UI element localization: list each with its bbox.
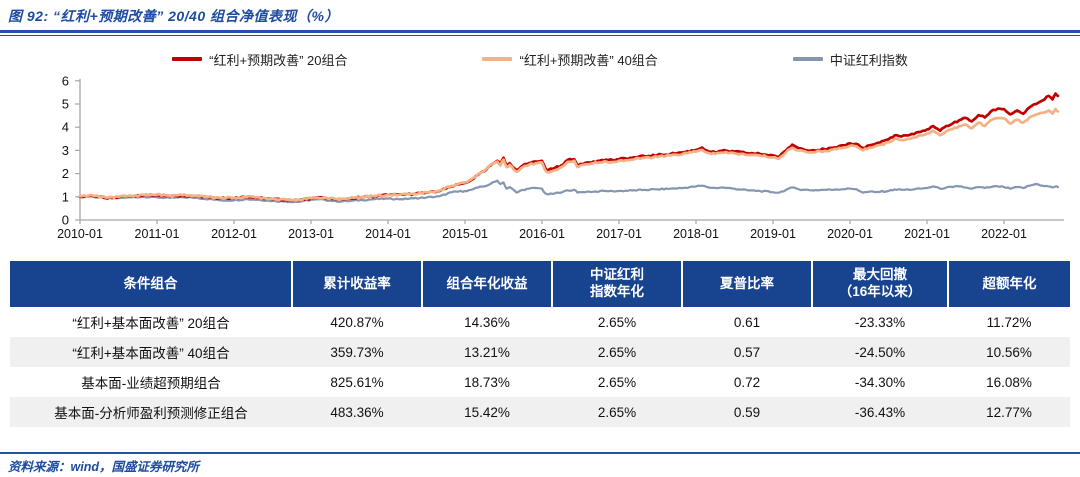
x-tick-label: 2011-01 bbox=[135, 227, 180, 241]
metric-value-cell: 12.77% bbox=[948, 397, 1070, 427]
metric-value-cell: -23.33% bbox=[812, 307, 948, 337]
legend-item-2: 中证红利指数 bbox=[792, 50, 908, 69]
metric-value-cell: -36.43% bbox=[812, 397, 948, 427]
x-tick-label: 2018-01 bbox=[673, 227, 719, 241]
series-line bbox=[78, 179, 1060, 204]
x-tick-label: 2010-01 bbox=[57, 227, 103, 241]
metric-value-cell: 420.87% bbox=[292, 307, 422, 337]
metric-value-cell: 0.57 bbox=[682, 337, 812, 367]
metric-value-cell: 483.36% bbox=[292, 397, 422, 427]
metric-value-cell: 14.36% bbox=[422, 307, 552, 337]
table-row: “红利+基本面改善” 40组合 359.73% 13.21% 2.65% 0.57 -24… bbox=[10, 337, 1070, 367]
x-tick-label: 2014-01 bbox=[365, 227, 411, 241]
y-tick-label: 0 bbox=[62, 213, 69, 228]
legend-swatch-icon bbox=[482, 57, 513, 61]
metric-value-cell: 10.56% bbox=[948, 337, 1070, 367]
legend-item-0: “红利+预期改善” 20组合 bbox=[172, 50, 347, 69]
y-tick-label: 3 bbox=[62, 143, 69, 158]
performance-table: 条件组合 累计收益率 组合年化收益 中证红利 指数年化 夏普比率 最大回撤 （16年以来）… bbox=[10, 261, 1070, 427]
figure-title: 图 92: “红利+预期改善” 20/40 组合净值表现（%） bbox=[8, 8, 339, 24]
table-row: 基本面-业绩超预期组合 825.61% 18.73% 2.65% 0.72 -34.30%… bbox=[10, 367, 1070, 397]
metric-value-cell: 2.65% bbox=[552, 367, 682, 397]
x-tick-label: 2017-01 bbox=[596, 227, 642, 241]
x-tick-label: 2021-01 bbox=[904, 227, 950, 241]
y-tick-label: 4 bbox=[62, 120, 69, 135]
x-tick-label: 2012-01 bbox=[211, 227, 257, 241]
portfolio-name-cell: 基本面-业绩超预期组合 bbox=[10, 367, 292, 397]
x-tick-label: 2015-01 bbox=[442, 227, 488, 241]
legend-label: “红利+预期改善” 20组合 bbox=[209, 52, 348, 68]
y-tick-label: 2 bbox=[62, 166, 69, 181]
table-header-0: 条件组合 bbox=[10, 261, 292, 307]
legend-swatch-icon bbox=[792, 57, 823, 61]
metric-value-cell: 0.61 bbox=[682, 307, 812, 337]
metric-value-cell: 2.65% bbox=[552, 337, 682, 367]
source-note: 资料来源：wind，国盛证券研究所 bbox=[8, 460, 199, 474]
table-header-1: 累计收益率 bbox=[291, 261, 422, 307]
metric-value-cell: -24.50% bbox=[812, 337, 948, 367]
table-header-5: 最大回撤 （16年以来） bbox=[811, 261, 948, 307]
legend-label: “红利+预期改善” 40组合 bbox=[519, 52, 658, 68]
table-header-2: 组合年化收益 bbox=[421, 261, 552, 307]
x-tick-label: 2019-01 bbox=[750, 227, 796, 241]
table-header-3: 中证红利 指数年化 bbox=[551, 261, 682, 307]
metric-value-cell: 18.73% bbox=[422, 367, 552, 397]
x-tick-label: 2013-01 bbox=[288, 227, 334, 241]
title-divider bbox=[0, 30, 1080, 36]
chart-legend: “红利+预期改善” 20组合 “红利+预期改善” 40组合 中证红利指数 bbox=[0, 50, 1080, 68]
portfolio-name-cell: “红利+基本面改善” 20组合 bbox=[10, 307, 292, 337]
metric-value-cell: 13.21% bbox=[422, 337, 552, 367]
table-header-4: 夏普比率 bbox=[681, 261, 812, 307]
metric-value-cell: 825.61% bbox=[292, 367, 422, 397]
figure-footer: 资料来源：wind，国盛证券研究所 bbox=[0, 452, 1080, 475]
table-header-6: 超额年化 bbox=[947, 261, 1070, 307]
x-tick-label: 2016-01 bbox=[519, 227, 565, 241]
metric-value-cell: 11.72% bbox=[948, 307, 1070, 337]
legend-item-1: “红利+预期改善” 40组合 bbox=[482, 50, 658, 69]
series-line bbox=[78, 107, 1060, 202]
x-tick-label: 2020-01 bbox=[827, 227, 873, 241]
y-tick-label: 5 bbox=[62, 97, 69, 112]
metric-value-cell: -34.30% bbox=[812, 367, 948, 397]
metric-value-cell: 15.42% bbox=[422, 397, 552, 427]
table-row: “红利+基本面改善” 20组合 420.87% 14.36% 2.65% 0.61 -23… bbox=[10, 307, 1070, 337]
metric-value-cell: 2.65% bbox=[552, 307, 682, 337]
footer-divider bbox=[0, 452, 1080, 454]
metric-value-cell: 0.72 bbox=[682, 367, 812, 397]
metric-value-cell: 359.73% bbox=[292, 337, 422, 367]
portfolio-name-cell: 基本面-分析师盈利预测修正组合 bbox=[10, 397, 292, 427]
x-tick-label: 2022-01 bbox=[981, 227, 1027, 241]
legend-swatch-icon bbox=[172, 57, 203, 61]
chart-canvas: 0 1 2 3 4 5 6 2010-01 2011-01 2012-01 2013-01 2014-… bbox=[57, 73, 1065, 241]
series-line bbox=[78, 92, 1060, 203]
y-tick-label: 1 bbox=[62, 189, 69, 204]
portfolio-name-cell: “红利+基本面改善” 40组合 bbox=[10, 337, 292, 367]
table-row: 基本面-分析师盈利预测修正组合 483.36% 15.42% 2.65% 0.59 -36… bbox=[10, 397, 1070, 427]
y-tick-label: 6 bbox=[62, 73, 69, 88]
metric-value-cell: 16.08% bbox=[948, 367, 1070, 397]
line-chart: 0 1 2 3 4 5 6 2010-01 2011-01 2012-01 2013-01 2014-… bbox=[0, 70, 1080, 251]
metric-value-cell: 2.65% bbox=[552, 397, 682, 427]
metric-value-cell: 0.59 bbox=[682, 397, 812, 427]
legend-label: 中证红利指数 bbox=[829, 52, 908, 68]
